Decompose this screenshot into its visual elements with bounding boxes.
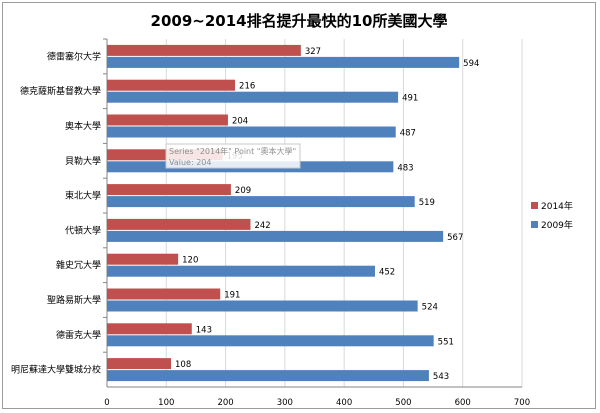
data-label: 524 [422,303,438,313]
bar[interactable] [107,126,396,138]
data-label: 216 [239,82,255,92]
bar[interactable] [107,265,375,277]
category-label: 貝勒大學 [65,155,101,167]
bar[interactable] [107,218,251,230]
bar[interactable] [107,323,192,335]
category-label: 東北大學 [65,190,101,202]
bar[interactable] [107,288,221,300]
data-label: 204 [232,117,248,127]
data-label: 491 [402,94,418,104]
data-label: 327 [305,47,321,57]
legend-swatch [531,221,538,228]
data-label: 543 [433,372,449,382]
category-label: 德克薩斯基督教大學 [20,85,101,97]
data-label: 567 [447,233,463,243]
hover-tooltip: Series "2014年" Point "奧本大學" Value: 204 [165,143,301,169]
plot-area: 0 100 200 300 400 500 600 700 德雷塞尔大学 327 594 德克薩斯基督… [11,38,530,408]
data-label: 487 [400,129,416,139]
legend-swatch [531,202,538,209]
bar-chart: 2009~2014排名提升最快的10所美國大學 0 100 200 300 400 500… [11,12,573,408]
data-label: 242 [254,221,270,231]
legend-label: 2014年 [541,200,573,212]
x-tick-label: 0 [104,398,109,408]
category-label: 明尼蘇達大學雙城分校 [11,364,101,376]
tooltip-series-text: Series "2014年" Point "奧本大學" [169,146,296,156]
data-label: 551 [438,337,454,347]
data-label: 143 [196,325,212,335]
x-tick-label: 500 [395,398,411,408]
bar[interactable] [107,335,434,347]
chart-frame: 2009~2014排名提升最快的10所美國大學 0 100 200 300 400 500… [2,2,596,409]
x-tick-label: 300 [277,398,293,408]
tooltip-box [165,143,301,169]
bar[interactable] [107,370,429,382]
category-label: 雜史冗大學 [56,259,101,271]
data-label: 191 [224,291,240,301]
bar[interactable] [107,91,399,103]
data-label: 519 [419,198,435,208]
x-tick-label: 700 [514,398,530,408]
category-label: 聖路易斯大學 [47,294,101,306]
bar[interactable] [107,196,415,208]
chart-title: 2009~2014排名提升最快的10所美國大學 [151,12,448,30]
bar[interactable] [107,184,231,196]
data-label: 209 [235,186,251,196]
tooltip-value-text: Value: 204 [169,158,211,167]
category-label: 德雷克大學 [56,329,101,341]
bar[interactable] [107,230,444,242]
bar[interactable] [107,253,179,265]
bar[interactable] [107,56,460,68]
category-label: 代頓大學 [65,224,101,236]
x-tick-label: 200 [217,398,233,408]
bar[interactable] [107,114,228,126]
x-tick-label: 400 [336,398,352,408]
bar[interactable] [107,79,236,91]
x-tick-label: 600 [455,398,471,408]
bar[interactable] [107,44,301,56]
data-label: 483 [397,163,413,173]
category-label: 奧本大學 [65,120,101,132]
data-label: 120 [182,256,198,266]
bar[interactable] [107,358,172,370]
x-tick-label: 100 [158,398,174,408]
legend: 2014年 2009年 [531,200,573,231]
legend-label: 2009年 [541,219,573,231]
bar[interactable] [107,300,418,312]
data-label: 594 [463,59,479,69]
category-label: 德雷塞尔大学 [47,50,101,62]
data-label: 452 [379,268,395,278]
data-label: 108 [175,360,191,370]
bar[interactable] [107,149,223,161]
